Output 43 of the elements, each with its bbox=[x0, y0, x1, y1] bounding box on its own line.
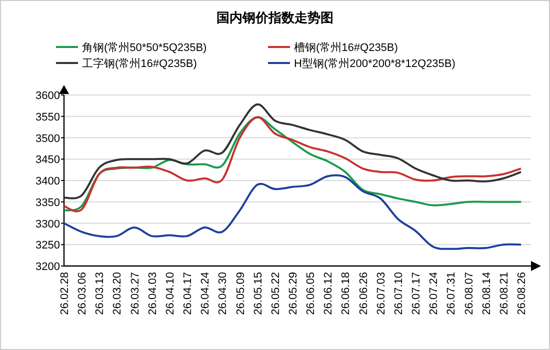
legend-label: 角钢(常州50*50*5Q235B) bbox=[82, 41, 207, 54]
y-tick-label: 3250 bbox=[36, 240, 60, 252]
x-tick-label: 26.04.24 bbox=[200, 272, 212, 315]
x-tick-label: 26.02.28 bbox=[59, 272, 71, 315]
y-tick-label: 3350 bbox=[36, 196, 60, 209]
x-tick-label: 26.06.18 bbox=[340, 272, 352, 315]
x-tick-label: 26.08.14 bbox=[480, 272, 493, 315]
y-tick-label: 3450 bbox=[36, 154, 60, 166]
legend-label: 工字钢(常州16#Q235B) bbox=[82, 57, 197, 70]
x-tick-label: 26.07.31 bbox=[446, 272, 458, 315]
x-tick-label: 26.03.27 bbox=[129, 272, 142, 315]
x-tick-label: 26.04.10 bbox=[164, 272, 176, 315]
y-tick-label: 3600 bbox=[36, 90, 60, 102]
x-tick-label: 26.07.17 bbox=[410, 272, 423, 315]
y-tick-label: 3200 bbox=[36, 261, 60, 273]
y-tick-label: 3300 bbox=[36, 218, 60, 230]
x-tick-label: 26.08.26 bbox=[516, 272, 528, 315]
x-tick-label: 26.03.20 bbox=[112, 272, 124, 315]
y-tick-label: 3500 bbox=[36, 132, 60, 145]
y-tick-label: 3550 bbox=[36, 111, 60, 124]
x-tick-label: 26.03.06 bbox=[76, 272, 89, 315]
x-tick-label: 26.04.17 bbox=[182, 272, 194, 315]
line-series bbox=[63, 103, 522, 200]
x-tick-label: 26.08.21 bbox=[498, 272, 510, 315]
chart-title: 国内钢价指数走势图 bbox=[216, 10, 334, 25]
x-tick-label: 26.06.12 bbox=[322, 272, 335, 315]
legend-label: 槽钢(常州16#Q235B) bbox=[294, 41, 398, 54]
x-tick-label: 26.04.30 bbox=[217, 272, 230, 315]
x-tick-label: 26.04.03 bbox=[146, 272, 159, 315]
x-tick-label: 26.05.22 bbox=[270, 272, 282, 315]
line-series bbox=[63, 174, 522, 250]
x-tick-label: 26.06.26 bbox=[358, 272, 370, 315]
x-tick-label: 26.05.15 bbox=[252, 272, 264, 315]
x-tick-label: 26.05.29 bbox=[288, 272, 300, 315]
x-tick-label: 26.08.07 bbox=[463, 272, 476, 315]
y-tick-label: 3400 bbox=[36, 176, 60, 188]
x-tick-label: 26.07.10 bbox=[392, 272, 405, 315]
x-tick-label: 26.03.13 bbox=[94, 272, 106, 315]
x-tick-label: 26.07.24 bbox=[428, 272, 440, 315]
legend-label: H型钢(常州200*200*8*12Q235B) bbox=[294, 57, 456, 70]
x-tick-label: 26.07.03 bbox=[375, 272, 388, 315]
x-tick-label: 26.05.09 bbox=[234, 272, 247, 315]
x-tick-label: 26.06.05 bbox=[305, 272, 318, 315]
